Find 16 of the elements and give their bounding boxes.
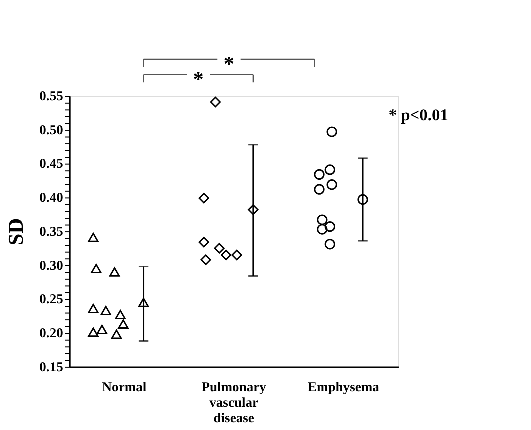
y-tick-label: 0.20 (40, 325, 64, 340)
y-tick-label: 0.30 (40, 258, 64, 273)
y-tick-label: 0.45 (40, 156, 64, 172)
x-tick-label: Pulmonary vascular disease (202, 380, 267, 426)
y-tick-label: 0.55 (40, 88, 64, 104)
x-tick-label: Normal (102, 380, 147, 395)
y-tick-label: 0.35 (40, 224, 64, 239)
y-tick-label: 0.50 (40, 122, 64, 138)
y-tick-label: 0.25 (40, 292, 64, 307)
y-tick-label: 0.40 (40, 190, 64, 206)
y-tick-label: 0.15 (40, 359, 64, 374)
text: * (193, 67, 204, 92)
y-axis-title: SD (4, 218, 28, 246)
annotation: * p<0.01 (388, 105, 448, 124)
x-tick-label: Emphysema (308, 380, 380, 395)
text: * (224, 52, 235, 76)
